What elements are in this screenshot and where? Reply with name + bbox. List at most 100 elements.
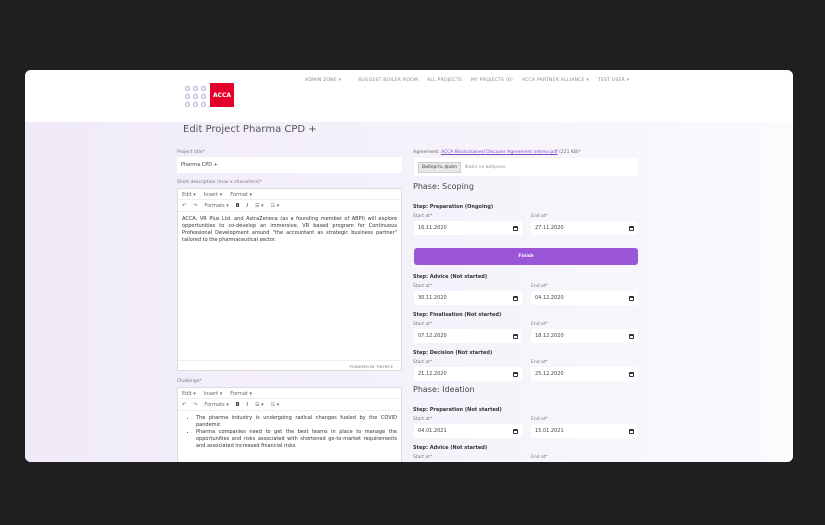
- short-description-editor[interactable]: Edit ▾ Insert ▾ Format ▾ ↶ ↷ Formats ▾ B I ☰ ▾ ☷…: [177, 188, 402, 371]
- start-date-input[interactable]: 07.12.2020: [414, 329, 522, 343]
- partner-logo-icon: [185, 86, 207, 108]
- calendar-icon[interactable]: [513, 428, 518, 434]
- calendar-icon[interactable]: [629, 428, 634, 434]
- calendar-icon[interactable]: [513, 295, 518, 301]
- numbered-list-icon[interactable]: ☷ ▾: [270, 401, 280, 408]
- end-date-input[interactable]: 15.01.2021: [531, 424, 638, 438]
- menu-format[interactable]: Format ▾: [230, 192, 252, 198]
- main-content: Edit Project Pharma CPD + Project title*…: [25, 122, 793, 462]
- step-title: Step: Preparation (Not started): [413, 407, 502, 413]
- start-date-value: 04.01.2021: [418, 428, 447, 434]
- project-title-label: Project title*: [177, 150, 205, 155]
- end-date-value: 04.12.2020: [535, 295, 564, 301]
- end-date-input[interactable]: 18.12.2020: [531, 329, 638, 343]
- end-date-input[interactable]: 04.12.2020: [531, 291, 638, 305]
- bullet-list-icon[interactable]: ☰ ▾: [255, 401, 264, 408]
- file-input[interactable]: Виберіть файл Файл не вибрано: [414, 158, 638, 176]
- menu-edit[interactable]: Edit ▾: [182, 192, 196, 198]
- acca-logo[interactable]: ACCA: [210, 83, 234, 107]
- start-label: Start at*: [413, 214, 433, 219]
- phase-title: Phase: Scoping: [413, 182, 474, 191]
- calendar-icon[interactable]: [629, 225, 634, 231]
- menu-insert[interactable]: Insert ▾: [203, 391, 223, 397]
- agreement-size: (221 KB)*: [559, 150, 581, 155]
- start-date-input[interactable]: 30.11.2020: [414, 291, 522, 305]
- end-label: End at*: [531, 455, 548, 460]
- nav-all-projects[interactable]: ALL PROJECTS: [427, 78, 462, 83]
- menu-insert[interactable]: Insert ▾: [203, 192, 223, 198]
- short-description-label: Short description (max x characters)*: [177, 180, 262, 185]
- agreement-link[interactable]: ACCA Blockchained Discover Agreement vde…: [440, 150, 558, 155]
- end-label: End at*: [531, 417, 548, 422]
- numbered-list-icon[interactable]: ☷ ▾: [270, 202, 280, 209]
- calendar-icon[interactable]: [629, 295, 634, 301]
- start-date-input[interactable]: 16.11.2020: [414, 221, 522, 235]
- no-file-text: Файл не вибрано: [464, 164, 506, 170]
- italic-icon[interactable]: I: [246, 401, 249, 408]
- short-description-text[interactable]: ACCA, VR Plus Ltd. and AstraZeneca (as a…: [182, 216, 397, 243]
- bullet-list-icon[interactable]: ☰ ▾: [255, 202, 264, 209]
- redo-icon[interactable]: ↷: [193, 202, 198, 209]
- choose-file-button[interactable]: Виберіть файл: [418, 161, 461, 173]
- end-label: End at*: [531, 214, 548, 219]
- start-label: Start at*: [413, 417, 433, 422]
- end-date-value: 18.12.2020: [535, 333, 564, 339]
- bold-icon[interactable]: B: [235, 401, 240, 408]
- start-date-value: 07.12.2020: [418, 333, 447, 339]
- header: ACCA ADMIN ZONE ▾ SUGGEST BOILER ROOM AL…: [25, 70, 793, 122]
- calendar-icon[interactable]: [629, 333, 634, 339]
- formats-dropdown[interactable]: Formats ▾: [204, 202, 229, 209]
- calendar-icon[interactable]: [513, 333, 518, 339]
- agreement-label-text: Agreement:: [413, 150, 440, 155]
- formats-dropdown[interactable]: Formats ▾: [204, 401, 229, 408]
- start-label: Start at*: [413, 455, 433, 460]
- end-date-value: 15.01.2021: [535, 428, 564, 434]
- end-label: End at*: [531, 322, 548, 327]
- nav-partner-alliance[interactable]: ACCA PARTNER ALLIANCE ▾: [521, 78, 589, 83]
- nav-my-projects[interactable]: MY PROJECTS (6): [470, 78, 513, 83]
- start-date-value: 30.11.2020: [418, 295, 447, 301]
- end-date-value: 27.11.2020: [535, 225, 564, 231]
- nav-admin-zone[interactable]: ADMIN ZONE ▾: [305, 78, 342, 83]
- undo-icon[interactable]: ↶: [182, 202, 187, 209]
- page-title: Edit Project Pharma CPD +: [183, 124, 317, 135]
- start-date-value: 21.12.2020: [418, 371, 447, 377]
- menu-format[interactable]: Format ▾: [230, 391, 252, 397]
- menu-edit[interactable]: Edit ▾: [182, 391, 196, 397]
- step-title: Step: Preparation (Ongoing): [413, 204, 494, 210]
- powered-by-tinymce: POWERED BY TINYMCE: [178, 360, 401, 370]
- top-nav: ADMIN ZONE ▾ SUGGEST BOILER ROOM ALL PRO…: [305, 78, 629, 83]
- project-title-input[interactable]: Pharma CPD +: [177, 157, 402, 173]
- start-date-input[interactable]: 21.12.2020: [414, 367, 522, 381]
- end-date-input[interactable]: 27.11.2020: [531, 221, 638, 235]
- end-date-input[interactable]: 25.12.2020: [531, 367, 638, 381]
- bold-icon[interactable]: B: [235, 202, 240, 209]
- calendar-icon[interactable]: [513, 371, 518, 377]
- start-label: Start at*: [413, 322, 433, 327]
- end-label: End at*: [531, 360, 548, 365]
- redo-icon[interactable]: ↷: [193, 401, 198, 408]
- step-title: Step: Decision (Not started): [413, 350, 493, 356]
- challenge-label: Challenge*: [177, 379, 202, 384]
- challenge-item: The pharma industry is undergoing radica…: [196, 415, 397, 429]
- browser-window: ACCA ADMIN ZONE ▾ SUGGEST BOILER ROOM AL…: [25, 70, 793, 462]
- calendar-icon[interactable]: [629, 371, 634, 377]
- finish-button[interactable]: Finish: [414, 248, 638, 265]
- step-title: Step: Advice (Not started): [413, 274, 488, 280]
- step-title: Step: Finalisation (Not started): [413, 312, 502, 318]
- step-title: Step: Advice (Not started): [413, 445, 488, 451]
- phase-title: Phase: Ideation: [413, 385, 475, 394]
- calendar-icon[interactable]: [513, 225, 518, 231]
- start-date-input[interactable]: 04.01.2021: [414, 424, 522, 438]
- challenge-item: Pharma companies need to get the best te…: [196, 429, 397, 450]
- nav-suggest-boiler-room[interactable]: SUGGEST BOILER ROOM: [358, 78, 418, 83]
- start-date-value: 16.11.2020: [418, 225, 447, 231]
- italic-icon[interactable]: I: [246, 202, 249, 209]
- start-label: Start at*: [413, 360, 433, 365]
- agreement-label: Agreement: ACCA Blockchained Discover Ag…: [413, 150, 581, 155]
- end-date-value: 25.12.2020: [535, 371, 564, 377]
- challenge-editor[interactable]: Edit ▾ Insert ▾ Format ▾ ↶ ↷ Formats ▾ B I ☰ ▾ ☷…: [177, 387, 402, 462]
- undo-icon[interactable]: ↶: [182, 401, 187, 408]
- nav-test-user[interactable]: TEST USER ▾: [597, 78, 630, 83]
- project-title-value: Pharma CPD +: [181, 162, 218, 168]
